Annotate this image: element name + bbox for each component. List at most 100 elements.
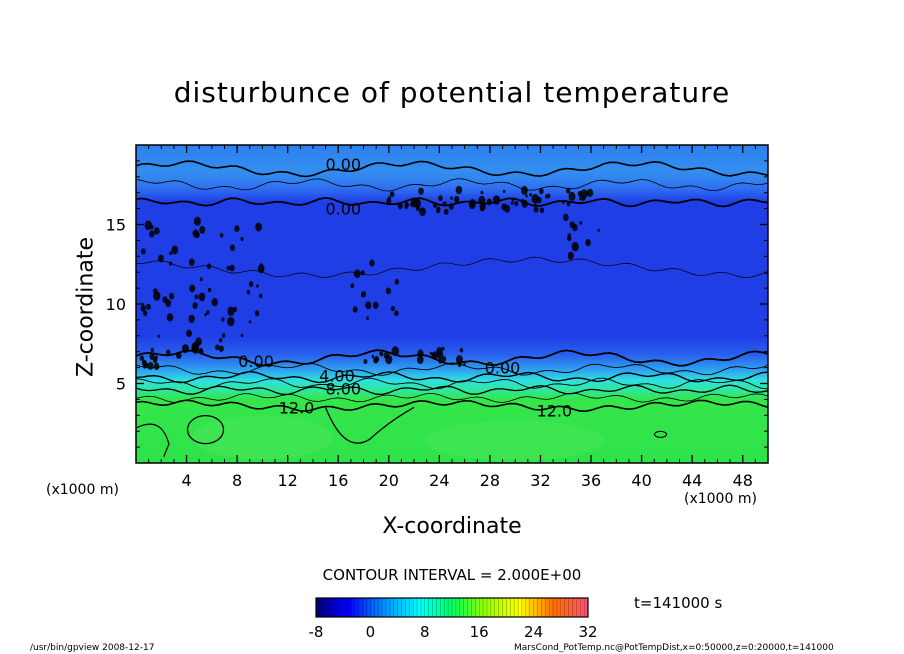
noise-contour [479, 202, 486, 211]
noise-contour [394, 310, 399, 317]
noise-contour [246, 289, 251, 295]
x-tick-label: 4 [181, 471, 191, 490]
noise-contour [413, 198, 421, 209]
noise-contour [234, 225, 240, 233]
noise-contour [169, 292, 175, 300]
upper-layer-patch [136, 145, 768, 180]
noise-contour [419, 207, 426, 217]
noise-contour [579, 221, 583, 225]
noise-contour [429, 351, 432, 355]
noise-contour [371, 354, 375, 359]
noise-contour [580, 189, 588, 199]
x-tick-label: 48 [733, 471, 753, 490]
y-tick-label: 5 [116, 375, 126, 394]
x-unit-left: (x1000 m) [46, 482, 119, 498]
noise-contour [254, 310, 260, 317]
x-tick-label: 24 [429, 471, 449, 490]
noise-contour [139, 355, 144, 361]
noise-contour [199, 277, 203, 282]
contour-line [135, 256, 769, 278]
noise-contour [567, 251, 574, 260]
noise-contour [188, 314, 195, 324]
closed-contour [135, 423, 170, 457]
contour-label: 0.00 [485, 359, 521, 378]
noise-contour [186, 329, 192, 338]
contour-interval-label: CONTOUR INTERVAL = 2.000E+00 [322, 566, 582, 584]
noise-contour [536, 196, 542, 204]
noise-contour [176, 351, 182, 359]
noise-contour [432, 202, 438, 209]
x-tick-label: 36 [581, 471, 601, 490]
noise-contour [140, 248, 146, 255]
noise-contour [431, 353, 435, 357]
noise-contour [221, 317, 225, 322]
x-tick-label: 8 [232, 471, 242, 490]
noise-contour [405, 202, 409, 206]
noise-contour [417, 349, 424, 358]
colorbar-tick-label: 32 [578, 623, 597, 641]
noise-contour [226, 265, 231, 271]
contour-label: 0.00 [325, 155, 361, 174]
noise-contour [379, 351, 384, 357]
noise-contour [511, 198, 515, 202]
noise-contour [199, 226, 206, 234]
noise-contour [211, 298, 218, 307]
noise-contour [455, 185, 463, 195]
y-axis-label: Z-coordinate [73, 237, 99, 377]
noise-contour [193, 216, 201, 226]
noise-contour [463, 362, 466, 366]
x-tick-label: 12 [278, 471, 298, 490]
noise-contour [571, 241, 579, 252]
noise-contour [388, 196, 391, 200]
noise-contour [586, 188, 594, 197]
noise-contour [418, 187, 424, 195]
noise-contour [353, 269, 361, 278]
noise-contour [154, 355, 158, 360]
noise-contour [385, 354, 393, 365]
noise-contour [539, 207, 545, 214]
contour-line [135, 370, 769, 384]
noise-contour [514, 200, 519, 207]
noise-contour [374, 355, 380, 363]
x-tick-label: 16 [328, 471, 348, 490]
noise-contour [525, 194, 528, 198]
contour-line [135, 384, 769, 396]
footer-left: /usr/bin/gpview 2008-12-17 [30, 643, 155, 653]
noise-contour [389, 191, 395, 198]
contour-label: 0.00 [238, 352, 274, 371]
noise-contour [248, 281, 254, 288]
noise-contour [168, 261, 173, 266]
noise-contour [480, 190, 484, 195]
noise-contour [521, 199, 528, 208]
noise-contour [366, 316, 369, 321]
noise-contour [501, 203, 507, 211]
noise-contour [410, 202, 414, 207]
noise-contour [143, 310, 148, 317]
noise-contour [153, 288, 158, 295]
noise-contour [456, 355, 463, 365]
noise-contour [510, 201, 514, 206]
colorbar-tick-label: 24 [524, 623, 543, 641]
noise-contour [255, 222, 262, 232]
noise-contour [219, 232, 224, 238]
noise-contour [391, 346, 400, 357]
noise-contour [157, 334, 160, 338]
noise-contour [257, 264, 265, 274]
noise-contour [469, 199, 476, 208]
noise-contour [436, 347, 443, 356]
chart-title: disturbunce of potential temperature [173, 76, 731, 109]
noise-contour [171, 245, 179, 255]
noise-contour [166, 313, 174, 322]
noise-contour [454, 195, 460, 203]
contour-label: 8.00 [325, 379, 361, 398]
colorbar-tick-label: 8 [420, 623, 430, 641]
x-tick-label: 40 [631, 471, 651, 490]
noise-contour [486, 198, 492, 206]
closed-contour [324, 406, 415, 444]
noise-contour [529, 192, 532, 197]
noise-contour [227, 316, 235, 327]
noise-contour [256, 284, 259, 288]
noise-contour [566, 187, 571, 194]
noise-contour [538, 188, 544, 195]
